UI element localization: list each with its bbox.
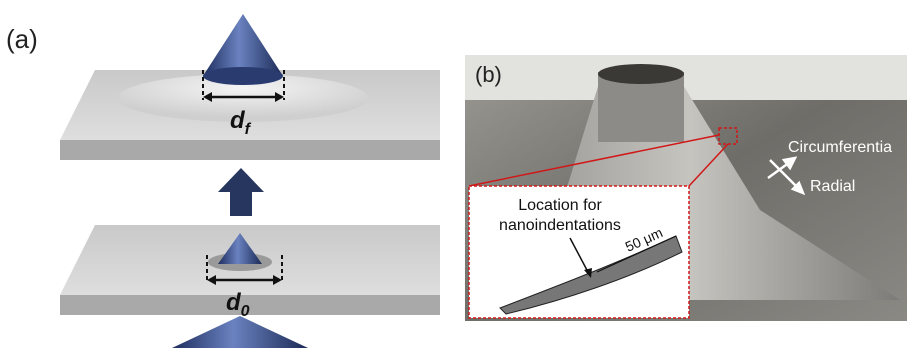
dimension-symbol: d xyxy=(230,107,246,134)
figure: (a) df d0 (b) Circumferentia Radial Loca… xyxy=(0,0,907,348)
panel-label: (a) xyxy=(6,24,38,54)
plate-front xyxy=(60,140,440,160)
panel-label: (b) xyxy=(475,62,502,87)
process-arrow xyxy=(218,168,264,216)
direction-label: Circumferentia xyxy=(788,139,892,156)
note-line: Location for xyxy=(518,197,602,214)
plate-front xyxy=(60,295,440,315)
cone xyxy=(203,14,283,76)
cone-base xyxy=(203,67,283,85)
note-line: nanoindentations xyxy=(499,217,621,234)
collar-opening xyxy=(598,64,684,84)
direction-label: Radial xyxy=(810,178,855,195)
dimension-symbol: d xyxy=(226,289,242,316)
cone-lower xyxy=(172,316,308,348)
